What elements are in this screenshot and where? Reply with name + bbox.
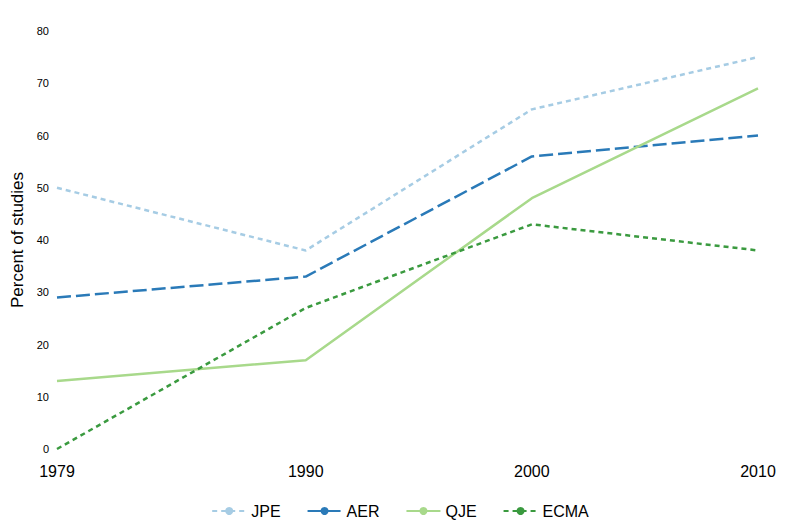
svg-text:20: 20 — [37, 339, 49, 351]
svg-text:QJE: QJE — [445, 503, 476, 520]
svg-text:2000: 2000 — [514, 463, 550, 480]
svg-text:70: 70 — [37, 77, 49, 89]
svg-text:50: 50 — [37, 182, 49, 194]
svg-text:60: 60 — [37, 130, 49, 142]
svg-text:80: 80 — [37, 25, 49, 37]
svg-text:ECMA: ECMA — [543, 503, 590, 520]
svg-text:10: 10 — [37, 391, 49, 403]
svg-text:0: 0 — [43, 443, 49, 455]
svg-text:JPE: JPE — [251, 503, 280, 520]
svg-text:1990: 1990 — [288, 463, 324, 480]
svg-text:AER: AER — [347, 503, 380, 520]
svg-text:1979: 1979 — [39, 463, 75, 480]
svg-text:2010: 2010 — [740, 463, 776, 480]
svg-text:40: 40 — [37, 234, 49, 246]
svg-text:Percent of studies: Percent of studies — [8, 172, 27, 308]
svg-text:30: 30 — [37, 286, 49, 298]
